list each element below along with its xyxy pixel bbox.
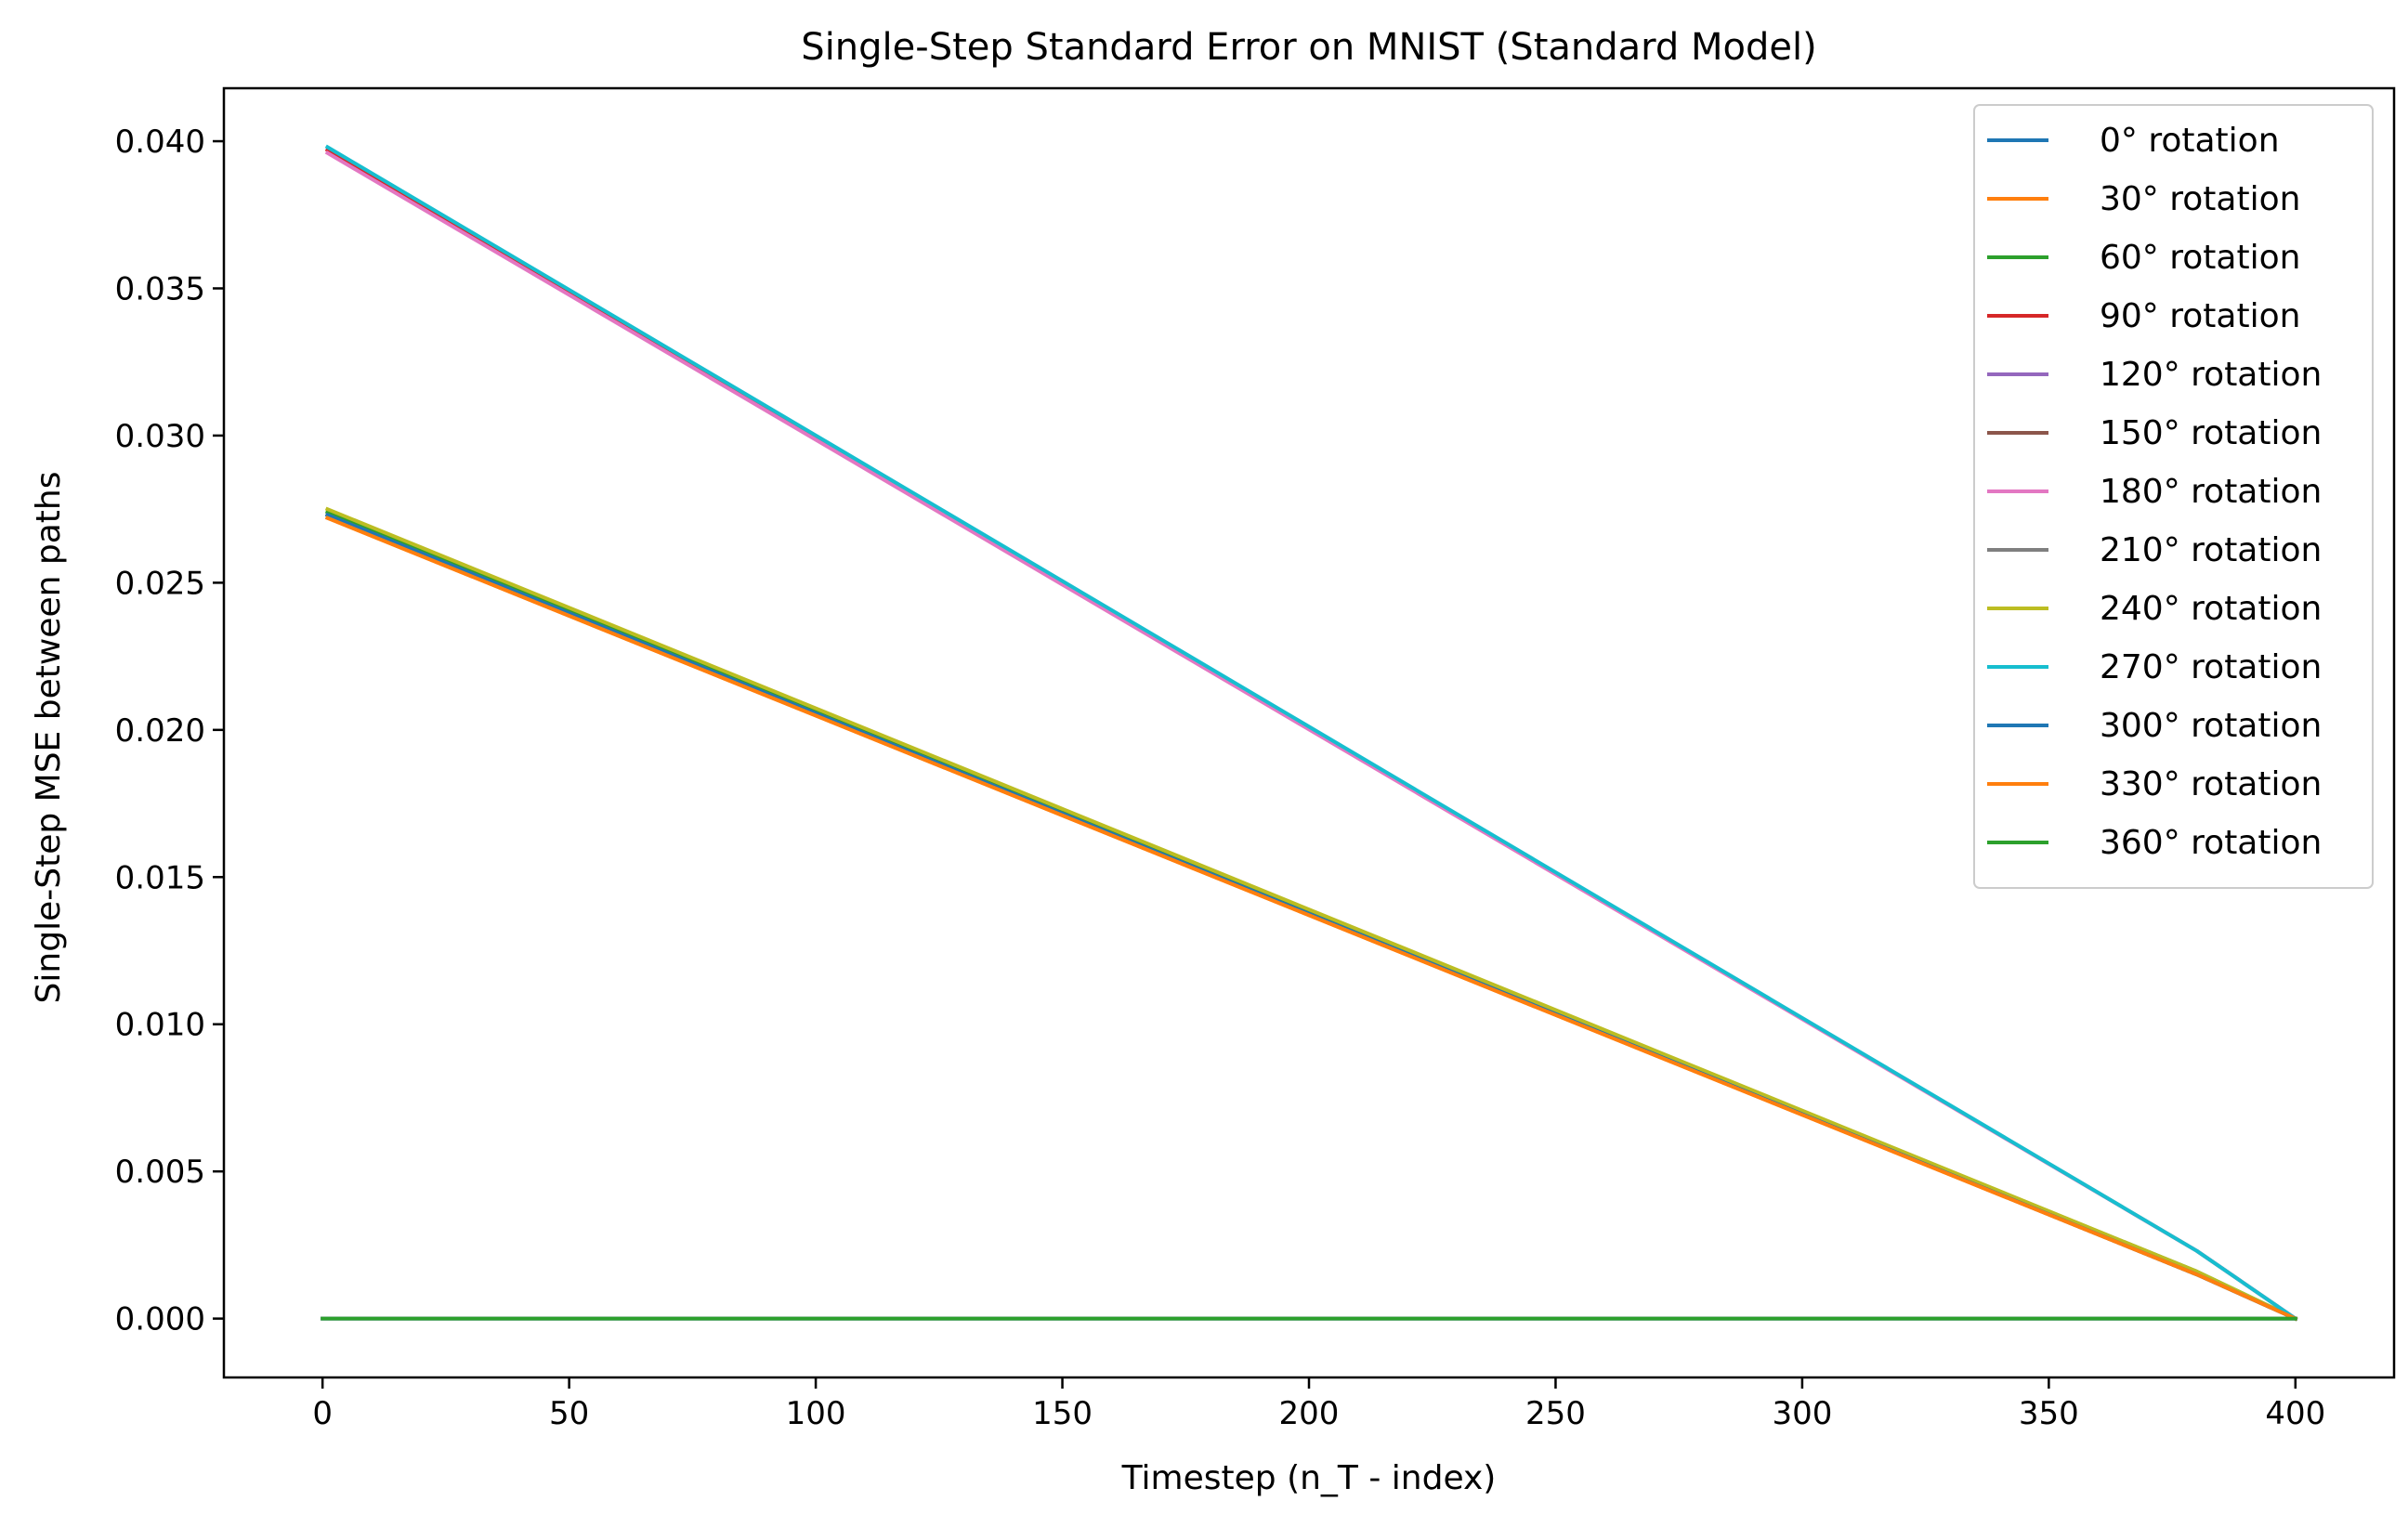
- x-tick-label: 200: [1279, 1395, 1340, 1432]
- legend-label: 360° rotation: [2100, 824, 2322, 862]
- y-axis: 0.000 0.005 0.010 0.015 0.020 0.025 0.030 0.035…: [115, 124, 224, 1338]
- y-tick-label: 0.010: [115, 1007, 205, 1044]
- legend: 0° rotation 30° rotation 60° rotation 90° r…: [1973, 104, 2374, 889]
- y-tick-label: 0.035: [115, 270, 205, 307]
- y-tick-label: 0.020: [115, 712, 205, 750]
- legend-label: 90° rotation: [2100, 297, 2300, 335]
- legend-label: 210° rotation: [2100, 531, 2322, 569]
- y-tick-label: 0.015: [115, 859, 205, 896]
- legend-label: 180° rotation: [2100, 473, 2322, 511]
- legend-label: 150° rotation: [2100, 414, 2322, 452]
- y-tick-label: 0.000: [115, 1301, 205, 1338]
- y-tick-label: 0.005: [115, 1154, 205, 1191]
- legend-label: 120° rotation: [2100, 356, 2322, 394]
- chart-title: Single-Step Standard Error on MNIST (Sta…: [801, 26, 1816, 69]
- legend-label: 30° rotation: [2100, 180, 2300, 218]
- legend-label: 240° rotation: [2100, 590, 2322, 628]
- plot-area: [222, 86, 2396, 1379]
- y-tick-label: 0.030: [115, 418, 205, 455]
- y-tick-label: 0.040: [115, 124, 205, 161]
- x-tick-label: 300: [1772, 1395, 1832, 1432]
- x-axis-title: Timestep (n_T - index): [1121, 1459, 1497, 1497]
- legend-label: 0° rotation: [2100, 122, 2280, 160]
- y-axis-title: Single-Step MSE between paths: [30, 472, 68, 1004]
- x-tick-label: 400: [2265, 1395, 2325, 1432]
- x-tick-label: 100: [786, 1395, 846, 1432]
- x-axis: 0 50 100 150 200 250 300 350 400: [312, 1377, 2325, 1432]
- legend-label: 300° rotation: [2100, 707, 2322, 745]
- series-lines: [321, 144, 2298, 1322]
- legend-label: 330° rotation: [2100, 765, 2322, 803]
- series-line-9: [324, 144, 2298, 1322]
- x-tick-label: 150: [1032, 1395, 1093, 1432]
- x-tick-label: 250: [1525, 1395, 1586, 1432]
- y-tick-label: 0.025: [115, 565, 205, 602]
- legend-box: [1973, 104, 2374, 889]
- x-tick-label: 50: [549, 1395, 589, 1432]
- legend-label: 270° rotation: [2100, 648, 2322, 686]
- x-tick-label: 350: [2019, 1395, 2079, 1432]
- x-tick-label: 0: [312, 1395, 333, 1432]
- series-line-11: [324, 516, 2298, 1322]
- legend-label: 60° rotation: [2100, 239, 2300, 277]
